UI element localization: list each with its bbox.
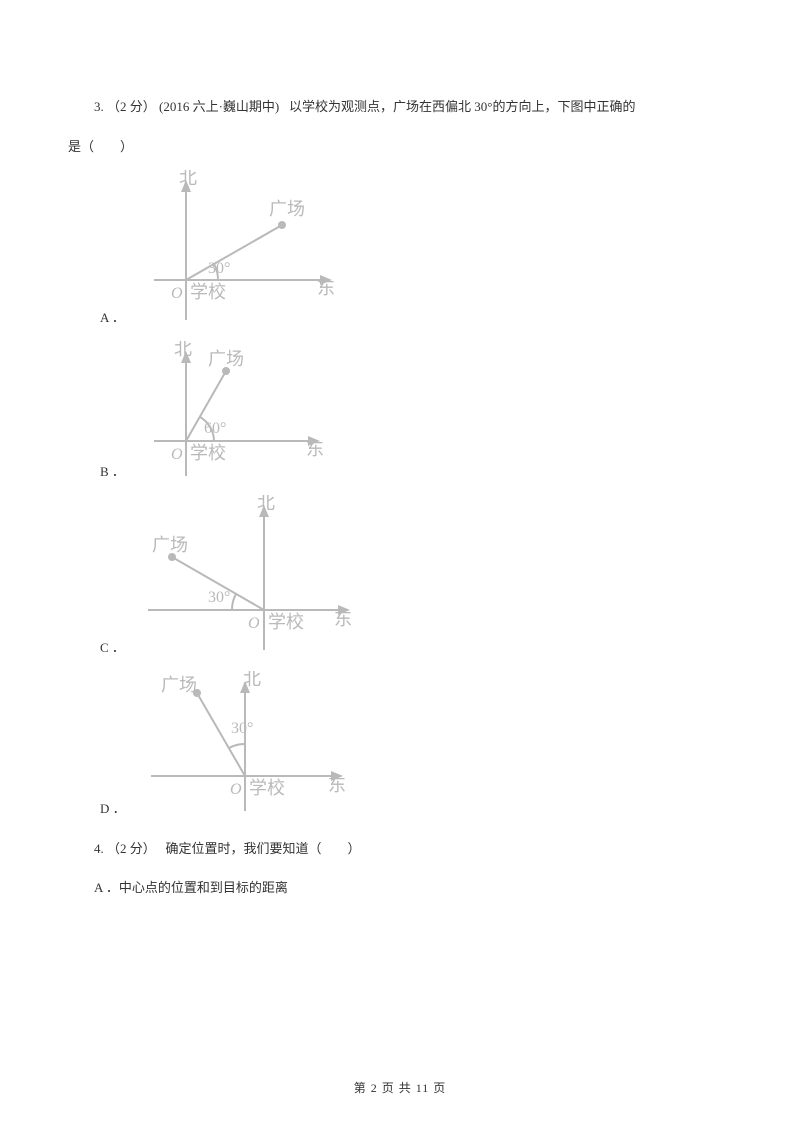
q3-figure-d: 北 东 O 学校 广场 30° bbox=[135, 671, 360, 826]
school-label: 学校 bbox=[190, 282, 226, 302]
q3-number: 3. bbox=[94, 99, 104, 114]
q4-points: （2 分） bbox=[107, 841, 156, 856]
q3-option-d-row: D ． 北 东 O 学校 广场 30° bbox=[68, 671, 732, 826]
svg-text:30°: 30° bbox=[208, 589, 230, 606]
page-footer: 第 2 页 共 11 页 bbox=[0, 1079, 800, 1096]
q3-stem-line2: 是（ ） bbox=[68, 130, 732, 164]
q4-opt-a-text: A ．中心点的位置和到目标的距离 bbox=[94, 880, 288, 895]
q3-option-b-row: B ． 北 东 O 学校 广场 60° bbox=[68, 341, 732, 489]
svg-text:学校: 学校 bbox=[249, 778, 285, 798]
svg-text:广场: 广场 bbox=[208, 349, 244, 369]
east-label: 东 bbox=[317, 278, 335, 298]
q3-stem-line1: 3. （2 分） (2016 六上·巍山期中) 以学校为观测点，广场在西偏北 3… bbox=[68, 90, 732, 124]
svg-text:东: 东 bbox=[306, 439, 324, 459]
north-label: 北 bbox=[179, 170, 197, 188]
q3-opt-d-label: D ． bbox=[100, 792, 126, 826]
q4-text: 确定位置时，我们要知道（ ） bbox=[166, 841, 361, 856]
svg-text:学校: 学校 bbox=[190, 443, 226, 463]
svg-text:北: 北 bbox=[257, 495, 275, 513]
o-label: O bbox=[171, 285, 183, 302]
q3-opt-c-label: C ． bbox=[100, 631, 125, 665]
q3-stem-a: 以学校为观测点，广场在西偏北 30°的方向上，下图中正确的 bbox=[289, 99, 635, 114]
q4-option-a: A ．中心点的位置和到目标的距离 bbox=[68, 871, 732, 905]
q3-figure-a: 北 东 O 学校 广场 30° bbox=[134, 170, 344, 335]
svg-text:北: 北 bbox=[243, 671, 261, 689]
svg-text:北: 北 bbox=[174, 341, 192, 359]
svg-text:60°: 60° bbox=[204, 420, 226, 437]
q3-opt-b-label: B ． bbox=[100, 455, 125, 489]
q3-source: (2016 六上·巍山期中) bbox=[159, 99, 279, 114]
q4-stem: 4. （2 分） 确定位置时，我们要知道（ ） bbox=[68, 832, 732, 866]
svg-text:O: O bbox=[171, 446, 183, 463]
svg-text:东: 东 bbox=[328, 775, 346, 795]
q3-points: （2 分） bbox=[107, 99, 156, 114]
q3-opt-a-label: A ． bbox=[100, 301, 125, 335]
q4-number: 4. bbox=[94, 841, 104, 856]
svg-text:O: O bbox=[248, 615, 260, 632]
q3-figure-b: 北 东 O 学校 广场 60° bbox=[134, 341, 334, 489]
q3-option-a-row: A ． 北 东 O 学校 广场 30° bbox=[68, 170, 732, 335]
q3-figure-c: 北 东 O 学校 广场 30° bbox=[134, 495, 364, 665]
square-label: 广场 bbox=[269, 199, 305, 219]
page-content: 3. （2 分） (2016 六上·巍山期中) 以学校为观测点，广场在西偏北 3… bbox=[0, 0, 800, 905]
q3-option-c-row: C ． 北 东 O 学校 广场 30° bbox=[68, 495, 732, 665]
angle-label: 30° bbox=[208, 260, 230, 277]
svg-text:东: 东 bbox=[334, 609, 352, 629]
q3-stem-b: 是（ ） bbox=[68, 139, 133, 154]
svg-text:广场: 广场 bbox=[161, 675, 197, 695]
svg-text:学校: 学校 bbox=[268, 612, 304, 632]
svg-text:广场: 广场 bbox=[152, 535, 188, 555]
svg-text:O: O bbox=[230, 781, 242, 798]
svg-text:30°: 30° bbox=[231, 720, 253, 737]
